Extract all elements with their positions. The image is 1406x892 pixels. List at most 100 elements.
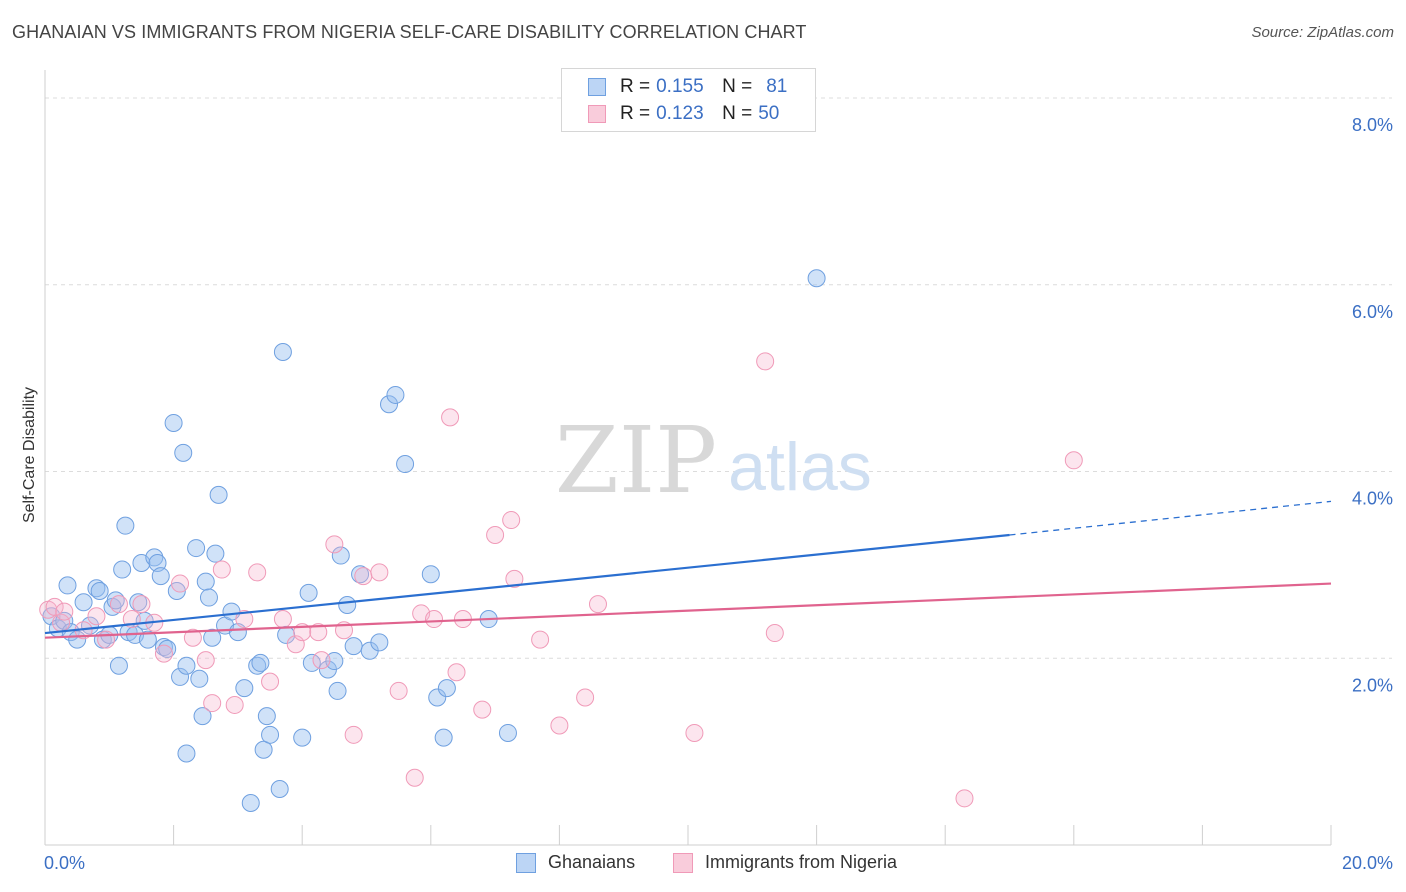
legend-item-ghanaians: Ghanaians	[516, 852, 635, 873]
swatch-pink	[588, 105, 606, 123]
watermark-atlas: atlas	[728, 429, 872, 505]
data-point	[235, 610, 254, 629]
data-point	[473, 700, 492, 719]
data-point	[396, 455, 415, 474]
data-point	[380, 395, 399, 414]
data-point	[154, 644, 173, 663]
axes	[44, 70, 1332, 846]
r-value: 0.123	[656, 103, 704, 124]
data-point	[55, 602, 74, 621]
r-label: R =	[620, 103, 651, 124]
n-value: 50	[758, 103, 780, 124]
source-label: Source: ZipAtlas.com	[1251, 24, 1394, 41]
data-point	[206, 544, 225, 563]
data-point	[421, 565, 440, 584]
data-point	[225, 695, 244, 714]
data-point	[187, 539, 206, 558]
data-point	[109, 656, 128, 675]
grid	[45, 97, 1392, 659]
data-point	[183, 628, 202, 647]
watermark-zip: ZIP	[555, 407, 717, 514]
data-point	[248, 563, 267, 582]
y-tick-label: 6.0%	[1352, 302, 1393, 322]
data-point	[257, 707, 276, 726]
legend-row-ghanaians: R = 0.155 N = 81	[588, 74, 787, 100]
data-point	[171, 667, 190, 686]
data-point	[193, 707, 212, 726]
data-point	[97, 630, 116, 649]
data-point	[425, 610, 444, 629]
data-point	[441, 408, 460, 427]
data-point	[502, 511, 521, 530]
data-point	[434, 728, 453, 747]
swatch-pink	[673, 852, 693, 873]
data-point	[132, 595, 151, 614]
legend-label: Ghanaians	[548, 852, 636, 872]
data-point	[351, 565, 370, 584]
data-point	[299, 583, 318, 602]
data-point	[486, 526, 505, 544]
series-immigrants-from-nigeria	[39, 352, 1083, 808]
data-point	[235, 679, 254, 698]
data-point	[273, 342, 292, 361]
data-point	[254, 740, 273, 759]
r-label: R =	[620, 76, 651, 97]
data-point	[151, 567, 170, 586]
data-point	[209, 485, 228, 504]
data-point	[228, 623, 247, 642]
data-point	[261, 672, 280, 691]
data-point	[505, 569, 524, 588]
data-point	[344, 637, 363, 656]
data-point	[756, 352, 775, 371]
trend-line	[44, 533, 1010, 635]
data-point	[177, 744, 196, 763]
n-label: N =	[722, 76, 753, 97]
data-point	[437, 679, 456, 698]
trend-line	[44, 582, 1332, 639]
x-tick-label: 0.0%	[44, 853, 85, 873]
data-point	[241, 793, 260, 812]
data-point	[309, 623, 328, 642]
data-point	[273, 610, 292, 629]
data-point	[447, 663, 466, 682]
data-point	[129, 593, 148, 612]
data-point	[588, 595, 607, 614]
data-point	[325, 535, 344, 554]
data-point	[177, 656, 196, 675]
data-point	[550, 716, 569, 735]
data-point	[251, 653, 270, 672]
data-point	[212, 560, 231, 579]
data-point	[261, 725, 280, 744]
data-point	[389, 681, 408, 700]
n-label: N =	[722, 103, 753, 124]
data-point	[87, 579, 106, 598]
swatch-blue	[588, 78, 606, 96]
data-point	[386, 385, 405, 404]
data-point	[116, 516, 135, 535]
data-point	[370, 563, 389, 582]
data-point	[203, 694, 222, 713]
legend-item-nigeria: Immigrants from Nigeria	[673, 852, 897, 873]
data-point	[174, 443, 193, 462]
legend-label: Immigrants from Nigeria	[705, 852, 898, 872]
data-point	[331, 546, 350, 565]
data-point	[531, 630, 550, 649]
y-tick-label: 4.0%	[1352, 489, 1393, 509]
data-point	[87, 607, 106, 626]
data-point	[145, 548, 164, 567]
data-point	[685, 723, 704, 742]
data-point	[196, 572, 215, 591]
data-point	[109, 595, 128, 614]
trend-lines	[44, 500, 1332, 639]
data-point	[45, 597, 64, 616]
y-tick-label: 2.0%	[1352, 675, 1393, 695]
data-point	[370, 633, 389, 652]
data-point	[203, 628, 222, 647]
data-point	[428, 688, 447, 707]
data-point	[270, 779, 289, 798]
data-point	[325, 652, 344, 671]
n-value: 81	[766, 76, 788, 97]
data-point	[154, 638, 173, 657]
data-point	[164, 413, 183, 432]
